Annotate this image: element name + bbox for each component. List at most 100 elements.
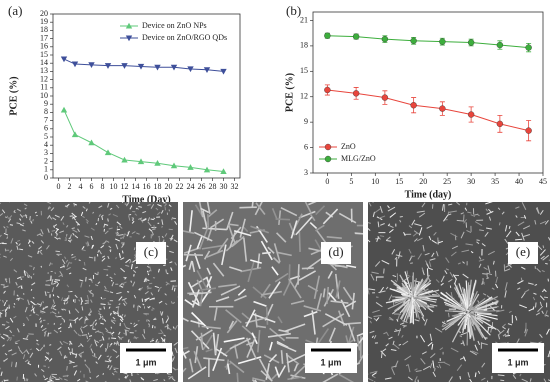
sem-flake [79, 279, 84, 282]
sem-flake [544, 219, 549, 225]
sem-flake [66, 297, 69, 302]
sem-flake [51, 375, 57, 379]
sem-flake [520, 277, 523, 281]
sem-flake [6, 215, 9, 219]
sem-flake [157, 235, 161, 238]
sem-flake [98, 313, 102, 316]
sem-flake [66, 225, 69, 228]
series-line [327, 89, 529, 132]
sem-flake [142, 210, 147, 214]
sem-flake [153, 378, 158, 382]
y-tick-label: 6 [44, 124, 48, 133]
sem-flake [116, 291, 122, 295]
sem-flake [521, 266, 526, 270]
sem-flake [84, 235, 90, 238]
sem-flake [90, 227, 95, 231]
sem-flake [94, 340, 96, 343]
sem-flake [84, 318, 86, 324]
sem-flake [452, 274, 458, 280]
sem-flake [399, 322, 405, 326]
sem-flake [99, 339, 103, 342]
x-tick-label: 6 [90, 182, 94, 191]
sem-flake [106, 355, 110, 358]
sem-flake [539, 209, 544, 215]
sem-flake [505, 263, 512, 268]
sem-flake [104, 285, 107, 290]
sem-flake [19, 218, 22, 221]
sem-flake [203, 250, 211, 260]
sem-flake [28, 239, 32, 242]
sem-flake [61, 308, 64, 311]
sem-flake [39, 302, 43, 307]
sem-flake [100, 303, 106, 305]
sem-flake [161, 225, 163, 228]
marker [125, 22, 133, 29]
sem-flake [504, 268, 511, 272]
sem-flower [453, 287, 465, 305]
sem-flake [34, 373, 37, 377]
sem-flower [413, 297, 416, 300]
x-tick-label: 10 [110, 182, 118, 191]
sem-flake [286, 352, 308, 364]
sem-flake [89, 289, 92, 293]
sem-flake [447, 312, 450, 318]
sem-flake [142, 303, 145, 306]
sem-flake [28, 274, 30, 279]
sem-flake [444, 270, 448, 275]
sem-flake [183, 350, 187, 359]
sem-flake [408, 248, 412, 254]
sem-flake [100, 322, 104, 325]
sem-flake [107, 218, 109, 222]
sem-flower [404, 271, 412, 290]
sem-flake [86, 302, 89, 304]
sem-flake [541, 289, 545, 293]
sem-flake [75, 221, 81, 226]
sem-flake [486, 272, 493, 276]
sem-flake [157, 289, 160, 292]
sem-flake [214, 333, 220, 354]
sem-flake [183, 367, 187, 373]
sem-flake [515, 238, 523, 241]
sem-flake [26, 334, 29, 339]
sem-flake [172, 367, 176, 371]
sem-flake [110, 320, 116, 325]
sem-flake [39, 321, 43, 324]
sem-flake [183, 346, 189, 350]
sem-flake [133, 294, 137, 299]
y-tick-label: 18 [40, 25, 48, 34]
sem-flake [32, 311, 36, 314]
sem-flake [59, 350, 63, 356]
sem-flake [88, 314, 91, 316]
sem-flake [150, 292, 154, 296]
sem-flake [172, 326, 175, 329]
sem-flake [440, 282, 444, 286]
sem-flake [138, 288, 141, 291]
sem-flake [5, 321, 10, 324]
sem-flake [524, 289, 530, 293]
sem-flake [24, 306, 28, 313]
sem-flake [101, 216, 104, 221]
marker [170, 162, 178, 169]
sem-flake [298, 232, 301, 252]
plot-frame [312, 11, 544, 174]
sem-flake [161, 340, 164, 343]
sem-flake [59, 341, 63, 346]
sem-flower [457, 304, 466, 311]
sem-flake [22, 354, 26, 360]
sem-flower [417, 288, 429, 296]
sem-flake [497, 329, 505, 336]
sem-flake [143, 277, 147, 283]
sem-flake [522, 234, 531, 238]
sem-flake [105, 349, 107, 352]
y-tick-label: 3 [44, 148, 48, 157]
sem-flake [111, 281, 115, 287]
sem-flake [539, 249, 546, 256]
sem-flake [163, 264, 166, 267]
sem-flake [397, 314, 400, 321]
sem-flake [81, 334, 88, 336]
sem-flake [19, 349, 24, 355]
marker [71, 131, 79, 138]
sem-flake [112, 312, 116, 315]
sem-flake [271, 208, 278, 220]
sem-flake [102, 241, 107, 245]
